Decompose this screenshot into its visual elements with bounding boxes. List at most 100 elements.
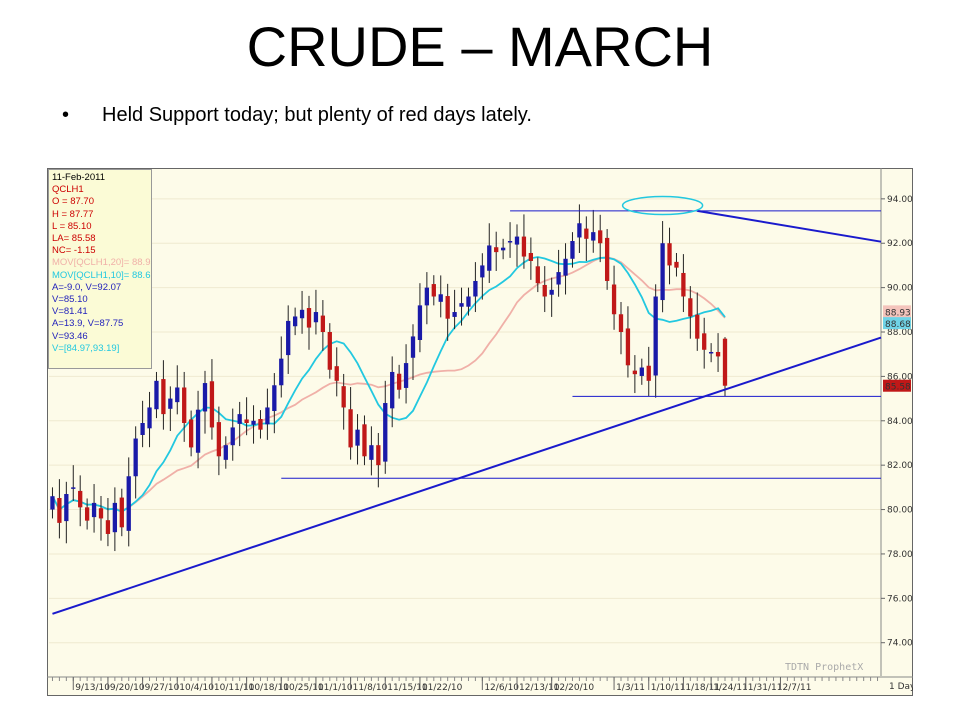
x-tick-label: 10/11/10 <box>214 683 255 693</box>
y-tick-label: 94.00 <box>887 195 913 205</box>
x-tick-label: 1/31/11 <box>748 683 783 693</box>
candle-body <box>119 497 124 528</box>
y-axis: 74.00 76.00 78.00 80.00 82.00 84.00 86.00 88.00… <box>880 168 913 676</box>
candle-body <box>112 502 118 533</box>
candle-body <box>410 336 416 358</box>
y-tick-label: 74.00 <box>887 639 913 649</box>
candle-body <box>417 305 423 340</box>
x-tick-label: 12/13/10 <box>519 683 560 693</box>
candle-body <box>202 383 208 412</box>
x-tick-label: 1/18/11 <box>685 683 720 693</box>
candle-body <box>223 445 228 460</box>
info-line: V=85.10 <box>52 294 88 306</box>
candle-body <box>452 312 457 317</box>
candle-body <box>722 338 728 386</box>
candle-body <box>390 371 395 409</box>
x-tick-label: 1/3/11 <box>616 683 645 693</box>
candle-body <box>424 287 430 306</box>
candle-body <box>438 294 443 302</box>
candle-body <box>334 366 339 381</box>
x-tick-label: 11/15/10 <box>387 683 428 693</box>
candle-body <box>292 316 298 327</box>
y-tick-label: 84.00 <box>887 417 913 427</box>
candle-body <box>563 258 568 276</box>
candle-body <box>591 232 596 241</box>
ma20-price-label-bg <box>883 305 911 318</box>
candle-body <box>126 476 131 531</box>
candle-body <box>695 314 700 339</box>
info-line: A=-9.0, V=92.07 <box>52 281 122 293</box>
price-labels: 88.93 88.68 85.58 <box>883 305 911 393</box>
candle-body <box>105 520 111 534</box>
info-line: H = 87.77 <box>52 208 94 220</box>
candle-body <box>348 409 353 448</box>
candle-body <box>528 253 534 261</box>
candle-body <box>396 373 402 390</box>
info-line: O = 87.70 <box>52 196 94 208</box>
candle-body <box>78 490 83 508</box>
candle-body <box>188 419 194 448</box>
info-line: V=[84.97,93.19] <box>52 342 120 354</box>
ma10-price-label: 88.68 <box>885 320 911 330</box>
candle-body <box>71 487 76 489</box>
candle-body <box>681 272 686 297</box>
candle-body <box>570 241 575 259</box>
bullet-text: Held Support today; but plenty of red da… <box>102 104 532 126</box>
candle-body <box>577 223 582 238</box>
ma10-line <box>51 256 726 513</box>
candle-body <box>230 427 235 446</box>
candle-body <box>161 379 166 415</box>
candle-body <box>521 236 527 257</box>
candle-body <box>168 398 173 409</box>
x-tick-label: 2/7/11 <box>782 683 811 693</box>
candle-body <box>64 494 69 522</box>
candle-body <box>688 298 693 317</box>
candle-body <box>313 312 319 323</box>
info-line: V=81.41 <box>52 306 88 318</box>
candle-body <box>369 445 374 460</box>
ma10-layer <box>51 256 726 513</box>
last-price-label-bg <box>883 379 911 392</box>
candle-body <box>265 407 270 425</box>
trendline-rising-support <box>52 336 882 615</box>
candle-body <box>341 386 346 408</box>
x-tick-label: 1/24/11 <box>713 683 748 693</box>
info-line: QCLH1 <box>52 184 84 196</box>
trendline-falling-resistance <box>697 209 882 243</box>
candle-body <box>147 407 152 429</box>
trendlines-layer <box>52 195 882 615</box>
candle-body <box>473 280 478 297</box>
candle-body <box>715 351 721 357</box>
candle-body <box>611 284 617 315</box>
info-line: LA= 85.58 <box>52 233 96 245</box>
gridlines <box>49 198 881 644</box>
info-line: MOV[QCLH1,20]= 88.93 <box>52 257 152 269</box>
candle-body <box>660 243 665 301</box>
candle-body <box>487 245 492 271</box>
x-tick-label: 9/13/10 <box>75 683 110 693</box>
info-line: NC= -1.15 <box>52 245 96 257</box>
x-tick-label: 9/27/10 <box>145 683 180 693</box>
candle-body <box>376 445 381 466</box>
candle-body <box>445 296 450 319</box>
x-tick-label: 12/6/10 <box>484 683 519 693</box>
candle-body <box>383 403 388 462</box>
ma20-price-label: 88.93 <box>885 308 911 318</box>
period-label: 1 Day <box>889 682 913 692</box>
x-tick-label: 10/4/10 <box>179 683 214 693</box>
candle-body <box>604 237 610 281</box>
chart-frame <box>47 168 913 696</box>
candle-body <box>320 315 326 333</box>
candle-body <box>431 284 436 297</box>
candle-body <box>646 365 651 381</box>
candle-body <box>514 236 520 245</box>
candle-body <box>403 363 409 388</box>
candle-body <box>653 296 658 376</box>
candle-body <box>327 332 332 370</box>
x-tick-label: 11/1/10 <box>318 683 353 693</box>
candle-body <box>362 424 367 457</box>
bullet-symbol: • <box>62 104 70 126</box>
y-tick-label: 82.00 <box>887 461 913 471</box>
candle-body <box>598 230 603 244</box>
candle-body <box>209 381 215 428</box>
